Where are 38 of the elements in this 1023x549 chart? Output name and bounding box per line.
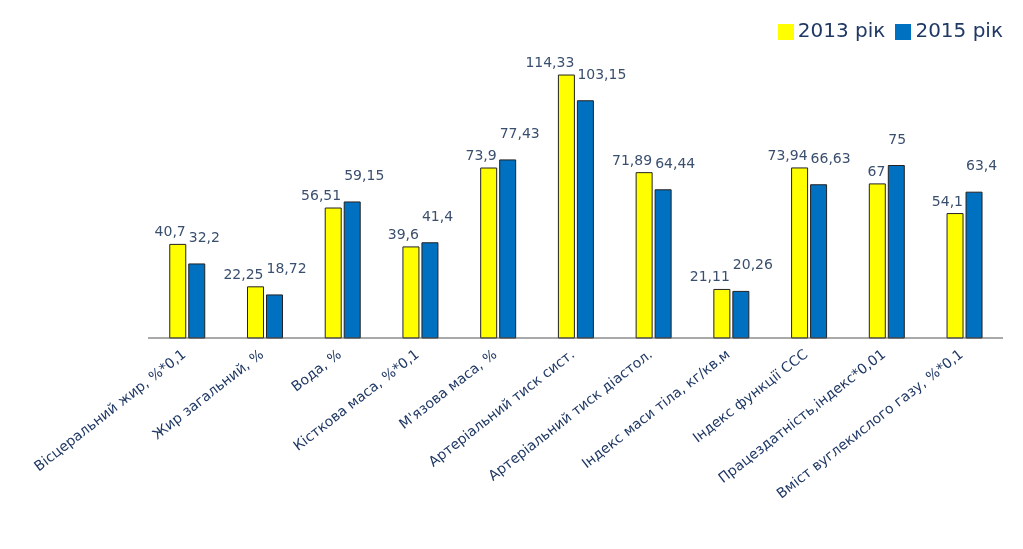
bar — [169, 243, 187, 339]
bar — [810, 184, 828, 339]
legend-label: 2013 рік — [797, 18, 886, 42]
bar — [868, 183, 886, 339]
bar — [343, 201, 361, 339]
data-label: 64,44 — [655, 154, 696, 171]
data-label: 21,11 — [689, 268, 730, 285]
data-label: 41,4 — [421, 207, 454, 224]
bar — [557, 74, 575, 339]
data-label: 77,43 — [499, 124, 540, 141]
data-label: 59,15 — [344, 166, 385, 183]
data-label: 32,2 — [188, 228, 220, 245]
data-label: 63,4 — [966, 157, 998, 174]
data-label: 75 — [888, 130, 907, 147]
bar — [246, 286, 264, 339]
bar — [887, 165, 905, 339]
legend-label: 2015 рік — [915, 18, 1003, 42]
data-label: 22,25 — [223, 265, 264, 282]
data-label: 54,1 — [931, 192, 964, 209]
bar — [324, 207, 342, 339]
data-label: 73,9 — [465, 147, 497, 164]
data-label: 40,7 — [154, 223, 186, 240]
data-label: 71,89 — [612, 151, 653, 168]
data-label: 103,15 — [577, 65, 627, 82]
data-label: 67 — [867, 162, 886, 179]
data-label: 56,51 — [301, 187, 342, 204]
data-label: 114,33 — [525, 54, 575, 71]
bar — [576, 100, 594, 339]
data-label: 39,6 — [387, 225, 420, 242]
data-label: 18,72 — [266, 259, 307, 276]
bar — [791, 167, 809, 339]
bar — [499, 159, 517, 339]
data-label: 73,94 — [767, 146, 808, 163]
data-label: 66,63 — [810, 149, 851, 166]
bar — [265, 294, 283, 339]
bar — [480, 167, 498, 339]
data-label: 20,26 — [732, 256, 774, 273]
bar — [188, 263, 206, 339]
